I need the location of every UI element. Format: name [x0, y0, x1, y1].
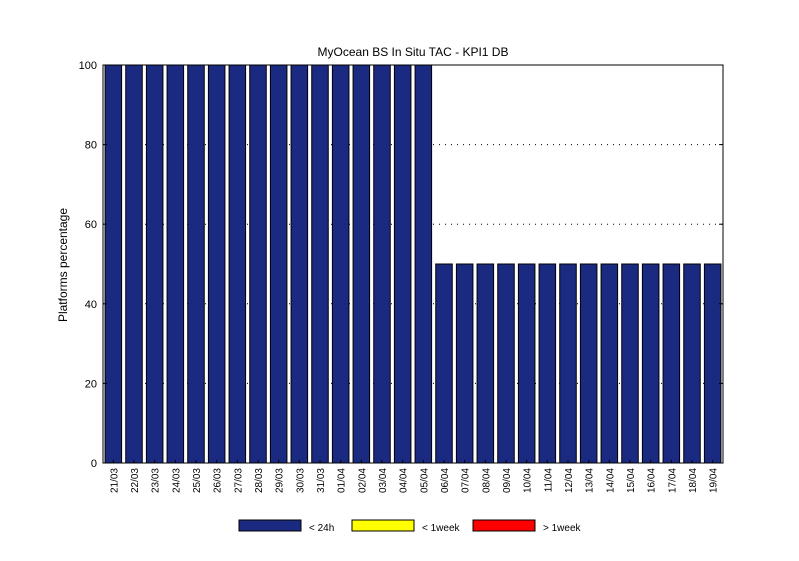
- bar-11/04: [538, 263, 557, 464]
- x-tick-label: 25/03: [192, 468, 203, 493]
- bar-02/04: [352, 64, 371, 464]
- legend-label: < 24h: [309, 523, 334, 534]
- x-tick-label: 10/04: [523, 468, 534, 493]
- y-axis-label: Platforms percentage: [56, 208, 70, 322]
- bar-14/04: [600, 263, 619, 464]
- bar-15/04: [621, 263, 639, 464]
- legend-swatch: [238, 519, 302, 532]
- y-tick-label: 20: [85, 378, 97, 390]
- x-tick-label: 09/04: [502, 468, 513, 493]
- x-tick-label: 07/04: [461, 468, 472, 493]
- x-tick-label: 12/04: [564, 468, 575, 493]
- x-tick-label: 28/03: [254, 468, 265, 493]
- bar-30/03: [290, 64, 309, 464]
- x-tick-label: 23/03: [151, 468, 162, 493]
- x-tick-label: 08/04: [481, 468, 492, 493]
- bar-03/04: [373, 64, 391, 464]
- x-tick-label: 16/04: [647, 468, 658, 493]
- bar-17/04: [662, 263, 681, 464]
- bar-24/03: [166, 64, 185, 464]
- y-tick-label: 60: [85, 219, 97, 231]
- x-tick-label: 06/04: [440, 468, 451, 493]
- legend-label: < 1week: [422, 523, 461, 534]
- legend-swatch: [351, 519, 415, 532]
- x-tick-label: 02/04: [357, 468, 368, 493]
- x-tick-label: 11/04: [543, 468, 554, 493]
- x-tick-label: 18/04: [688, 468, 699, 493]
- bar-07/04: [455, 263, 474, 464]
- x-tick-label: 14/04: [605, 468, 616, 493]
- bar-28/03: [249, 64, 267, 464]
- x-tick-label: 17/04: [667, 468, 678, 493]
- bar-23/03: [145, 64, 164, 464]
- legend: < 24h < 1week > 1week: [238, 519, 582, 534]
- x-tick-label: 15/04: [626, 468, 637, 493]
- bar-01/04: [331, 64, 350, 464]
- y-tick-label: 40: [85, 299, 97, 311]
- x-tick-label: 04/04: [399, 468, 410, 493]
- bar-26/03: [207, 64, 226, 464]
- bar-05/04: [414, 64, 433, 464]
- bar-08/04: [476, 263, 495, 464]
- y-tick-label: 80: [85, 140, 97, 152]
- legend-swatch: [472, 519, 536, 532]
- bar-25/03: [187, 64, 205, 464]
- bar-27/03: [228, 64, 247, 464]
- x-tick-label: 22/03: [130, 468, 141, 493]
- x-tick-label: 24/03: [171, 468, 182, 493]
- x-tick-label: 27/03: [233, 468, 244, 493]
- bar-16/04: [641, 263, 660, 464]
- x-tick-label: 30/03: [295, 468, 306, 493]
- x-tick-label: 21/03: [109, 468, 120, 493]
- bar-06/04: [435, 263, 453, 464]
- bar-12/04: [559, 263, 577, 464]
- x-tick-label: 03/04: [378, 468, 389, 493]
- y-tick-label: 0: [91, 458, 97, 470]
- bar-22/03: [125, 64, 143, 464]
- bar-19/04: [703, 263, 722, 464]
- legend-label: > 1week: [543, 523, 582, 534]
- bar-09/04: [497, 263, 515, 464]
- gridlines: [103, 144, 723, 384]
- x-tick-label: 05/04: [419, 468, 430, 493]
- x-tick-label: 29/03: [275, 468, 286, 493]
- bar-31/03: [311, 64, 329, 464]
- bar-18/04: [683, 263, 701, 464]
- y-tick-label: 100: [79, 60, 97, 72]
- bar-29/03: [269, 64, 288, 464]
- bars: [104, 64, 722, 464]
- x-tick-label: 31/03: [316, 468, 327, 493]
- bar-13/04: [579, 263, 598, 464]
- plot-area: [102, 64, 724, 464]
- x-tick-label: 19/04: [709, 468, 720, 493]
- x-tick-label: 26/03: [213, 468, 224, 493]
- bar-10/04: [517, 263, 536, 464]
- x-axis-ticks: 21/03 22/03 23/03 24/03 25/03 26/03 27/03 28/03…: [109, 460, 720, 493]
- x-tick-label: 13/04: [585, 468, 596, 493]
- bar-04/04: [393, 64, 412, 464]
- bar-21/03: [104, 64, 123, 464]
- y-axis-ticks: 0 20 40 60 80 100: [79, 60, 723, 470]
- chart-title: MyOcean BS In Situ TAC - KPI1 DB: [318, 45, 509, 59]
- x-tick-label: 01/04: [337, 468, 348, 493]
